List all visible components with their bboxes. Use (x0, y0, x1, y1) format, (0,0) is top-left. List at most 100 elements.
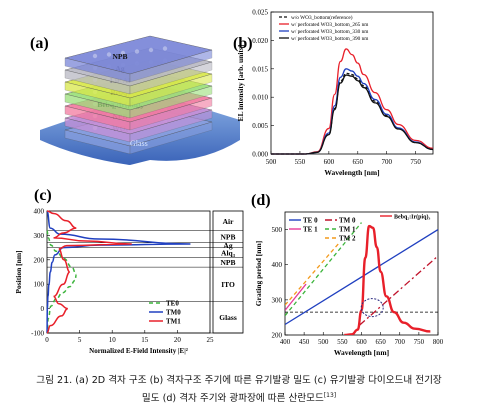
panel-b-label: (b) (233, 35, 253, 52)
region-label: NPB (221, 233, 236, 242)
y-tick-label: 200 (272, 332, 283, 340)
x-tick-label: 600 (324, 158, 335, 166)
x-tick-label: 25 (207, 336, 215, 344)
y-axis-label: Position [nm] (14, 250, 23, 293)
x-tick-label: 650 (376, 339, 387, 346)
y-axis-label: Grating period [nm] (254, 241, 263, 306)
x-tick-label: 500 (318, 339, 329, 346)
x-tick-label: 0 (45, 336, 49, 344)
x-tick-label: 700 (381, 158, 392, 166)
x-tick-label: 15 (141, 336, 149, 344)
grating-dot (148, 47, 154, 53)
x-tick-label: 650 (353, 158, 364, 166)
caption-line-2: 밀도 (d) 격자 주기와 광파장에 따른 산란모드[13] (8, 388, 470, 406)
y-tick-label: 400 (34, 208, 45, 216)
x-axis-label: Wavelength [nm] (334, 348, 389, 357)
panel-b: (b) 500 550 600 650 700 750 0.000 0.005 0.010 0.0… (233, 9, 434, 177)
layer-side-right-3 (129, 85, 213, 119)
panel-d: (d) 400 450 500 550 600 650 700 750 800 200 300 400… (251, 192, 444, 357)
x-tick-label: 600 (356, 339, 367, 346)
legend-label: TE 0 (303, 217, 318, 225)
series-line-bebq-ir-piq- (344, 224, 431, 335)
x-axis-label: Wavelength [nm] (324, 168, 379, 177)
legend-label: TM 2 (339, 235, 356, 243)
x-tick-label: 5 (78, 336, 82, 344)
x-tick-label: 450 (299, 339, 310, 346)
layer-label-0: NPB (113, 52, 128, 61)
y-tick-label: 0.010 (252, 94, 268, 102)
x-tick-label: 700 (395, 339, 406, 346)
legend-label: TM1 (166, 318, 181, 326)
legend-label: w/ perforated WO3_bottom_390 nm (291, 35, 369, 42)
legend-label: TM0 (166, 309, 181, 317)
legend-label: w/ perforated WO3_bottom_330 nm (291, 28, 369, 35)
legend-label: w/o WO3_bottom(reference) (291, 14, 353, 21)
x-tick-label: 800 (433, 339, 444, 346)
x-tick-label: 20 (174, 336, 182, 344)
grating-dot (92, 53, 98, 59)
highlight-ellipse (360, 298, 384, 318)
x-axis-label: Normalized E-Field Intensity |E|² (89, 347, 188, 355)
caption-reference: [13] (323, 392, 337, 399)
chart-b-axes (270, 11, 434, 155)
panel-c-label: (c) (34, 187, 52, 204)
series-line-tm-1 (285, 222, 363, 317)
layer-side-right-5 (129, 109, 213, 143)
grating-dot (106, 52, 112, 57)
region-label: Glass (219, 313, 237, 322)
x-tick-label: 10 (109, 336, 117, 344)
legend-label: TM 0 (339, 217, 356, 225)
series-line-w-o-wo3-bottom-reference- (270, 72, 434, 155)
layer-stack: WO₃NPBBebq₂:Ir(piq)₃Bebq₂LiF AlAgNPB (64, 35, 213, 155)
series-line-tm-0 (359, 255, 438, 326)
panel-a: (a) WO₃NPBBebq₂:Ir(piq)₃Bebq₂LiF AlAgNPB… (30, 35, 240, 165)
y-tick-label: 300 (272, 296, 283, 304)
y-tick-label: 0.015 (252, 65, 268, 73)
x-tick-label: 550 (337, 339, 348, 346)
panel-d-label: (d) (251, 192, 271, 209)
region-label: Ag (223, 241, 232, 250)
y-tick-label: 100 (34, 281, 45, 289)
y-tick-label: 300 (34, 232, 45, 240)
legend-label: TM 1 (339, 226, 356, 234)
figure-caption: 그림 21. (a) 2D 격자 구조 (b) 격자구조 주기에 따른 유기발광… (8, 373, 470, 406)
legend-label: Bebq₂:Ir(piq)₃ (394, 214, 430, 221)
layer-side-right-2 (129, 73, 213, 107)
x-tick-label: 500 (266, 158, 277, 166)
y-tick-label: 0.005 (252, 122, 268, 130)
y-tick-label: 0 (41, 305, 45, 313)
grating-dot (134, 49, 140, 54)
series-line-te-0 (285, 229, 438, 326)
x-tick-label: 400 (280, 339, 291, 346)
y-tick-label: 200 (34, 256, 45, 264)
y-tick-label: 0.000 (252, 151, 268, 159)
series-line-w-perforated-wo3-bottom-330-nm (270, 68, 434, 155)
region-label: Alq₃ (221, 248, 236, 257)
region-label: Air (223, 217, 235, 226)
y-axis-label: EL intensity [arb. units] (236, 45, 245, 122)
caption-line-1: 그림 21. (a) 2D 격자 구조 (b) 격자구조 주기에 따른 유기발광… (36, 375, 442, 386)
y-tick-label: 0.020 (252, 37, 268, 45)
series-line-te0 (46, 229, 78, 334)
chart-d-plot (285, 222, 438, 335)
legend-label: w/ perforated WO3_bottom_265 nm (291, 21, 369, 28)
x-tick-label: 750 (410, 158, 421, 166)
layer-side-right-6 (129, 121, 213, 155)
grating-dot (162, 46, 168, 51)
grating-dot (120, 50, 126, 56)
region-label: NPB (221, 258, 236, 267)
y-tick-label: 500 (272, 226, 283, 234)
panel-a-label: (a) (30, 35, 49, 52)
series-line-tm1 (46, 210, 132, 334)
layer-side-right-4 (129, 97, 213, 131)
legend-label: TE 1 (303, 226, 318, 234)
y-tick-label: 400 (272, 261, 283, 269)
legend-label: TE0 (166, 300, 179, 308)
y-tick-label: -100 (31, 330, 44, 338)
region-label: ITO (221, 280, 235, 289)
y-tick-label: 0.025 (252, 9, 268, 17)
series-line-w-perforated-wo3-bottom-390-nm (270, 74, 434, 155)
